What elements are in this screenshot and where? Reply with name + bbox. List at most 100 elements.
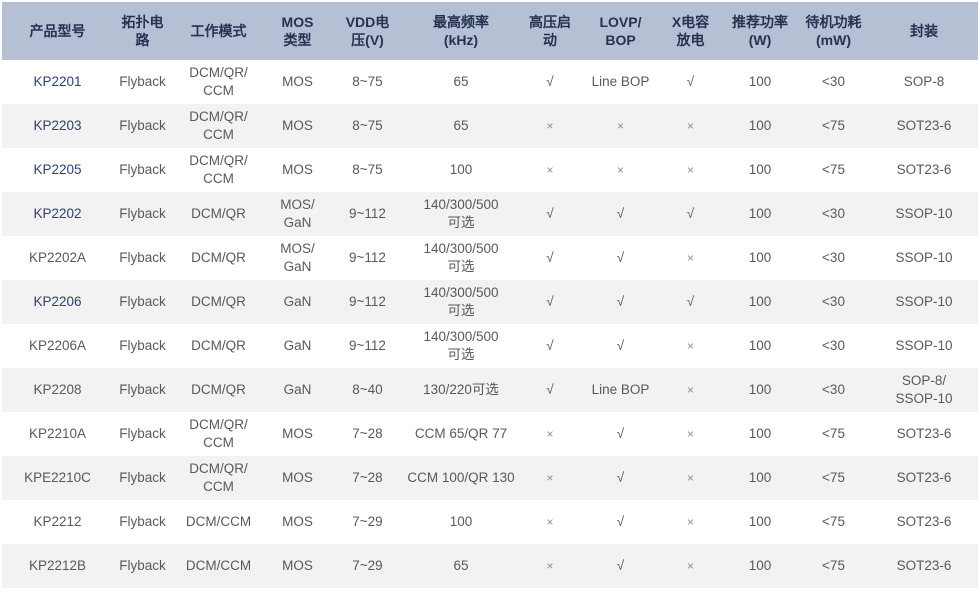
cell-vdd: 9~112: [330, 192, 405, 236]
cell-standby: <30: [797, 368, 870, 412]
cell-mode: DCM/QR/ CCM: [172, 60, 265, 104]
cell-vdd: 9~112: [330, 236, 405, 280]
cell-vdd: 8~75: [330, 148, 405, 192]
product-model-label: KP2202A: [2, 236, 113, 280]
table-row: KP2202A Flyback DCM/QR MOS/ GaN 9~112 140/300…: [2, 236, 978, 280]
cell-mos: MOS: [265, 148, 330, 192]
x-mark: ×: [546, 514, 554, 529]
cell-standby: <30: [797, 236, 870, 280]
column-header-standby: 待机功耗 (mW): [797, 2, 870, 60]
product-model-link[interactable]: KP2206: [2, 280, 113, 324]
cell-xcap: ×: [658, 412, 723, 456]
cell-lovp_bop: ×: [583, 148, 658, 192]
table-row: KP2203 Flyback DCM/QR/ CCM MOS 8~75 65 × × × 100 <…: [2, 104, 978, 148]
cell-lovp_bop: √: [583, 412, 658, 456]
cell-mos: MOS: [265, 412, 330, 456]
cell-mos: MOS: [265, 500, 330, 544]
header-row: 产品型号 拓扑电 路工作模式 MOS 类型 VDD电 压(V) 最高频率 (kHz) 高压…: [2, 2, 978, 60]
cell-topology: Flyback: [113, 412, 172, 456]
cell-hv_start: ×: [517, 148, 583, 192]
cell-freq: 140/300/500 可选: [405, 236, 517, 280]
table-row: KP2206 Flyback DCM/QR GaN 9~112 140/300/500 可…: [2, 280, 978, 324]
cell-power: 100: [723, 412, 797, 456]
cell-package: SOT23-6: [870, 456, 978, 500]
cell-topology: Flyback: [113, 500, 172, 544]
cell-topology: Flyback: [113, 60, 172, 104]
table-row: KP2201 Flyback DCM/QR/ CCM MOS 8~75 65 √ Line B…: [2, 60, 978, 104]
cell-mos: GaN: [265, 368, 330, 412]
cell-standby: <75: [797, 104, 870, 148]
cell-xcap: ×: [658, 104, 723, 148]
cell-vdd: 8~75: [330, 60, 405, 104]
cell-freq: 140/300/500 可选: [405, 280, 517, 324]
cell-freq: 65: [405, 104, 517, 148]
cell-vdd: 7~29: [330, 544, 405, 588]
product-model-label: KP2212B: [2, 544, 113, 588]
table-header: 产品型号 拓扑电 路工作模式 MOS 类型 VDD电 压(V) 最高频率 (kHz) 高压…: [2, 2, 978, 60]
cell-lovp_bop: √: [583, 324, 658, 368]
cell-standby: <30: [797, 324, 870, 368]
cell-mode: DCM/QR/ CCM: [172, 148, 265, 192]
x-mark: ×: [686, 338, 694, 353]
cell-package: SSOP-10: [870, 324, 978, 368]
product-model-link[interactable]: KP2203: [2, 104, 113, 148]
table-row: KP2210A Flyback DCM/QR/ CCM MOS 7~28 CCM 65/Q…: [2, 412, 978, 456]
cell-vdd: 8~75: [330, 104, 405, 148]
cell-xcap: ×: [658, 368, 723, 412]
cell-topology: Flyback: [113, 368, 172, 412]
product-model-label: KP2212: [2, 500, 113, 544]
cell-standby: <75: [797, 412, 870, 456]
cell-lovp_bop: √: [583, 500, 658, 544]
cell-xcap: ×: [658, 544, 723, 588]
x-mark: ×: [686, 250, 694, 265]
column-header-xcap: X电容 放电: [658, 2, 723, 60]
cell-topology: Flyback: [113, 324, 172, 368]
product-model-link[interactable]: KP2202: [2, 192, 113, 236]
cell-standby: <75: [797, 456, 870, 500]
cell-hv_start: ×: [517, 544, 583, 588]
cell-freq: 65: [405, 544, 517, 588]
cell-mode: DCM/QR: [172, 192, 265, 236]
cell-topology: Flyback: [113, 236, 172, 280]
cell-hv_start: ×: [517, 412, 583, 456]
cell-lovp_bop: √: [583, 236, 658, 280]
cell-standby: <30: [797, 192, 870, 236]
table-row: KP2202 Flyback DCM/QR MOS/ GaN 9~112 140/300/…: [2, 192, 978, 236]
cell-xcap: ×: [658, 500, 723, 544]
cell-topology: Flyback: [113, 148, 172, 192]
product-model-link[interactable]: KP2201: [2, 60, 113, 104]
cell-hv_start: √: [517, 280, 583, 324]
cell-package: SOT23-6: [870, 544, 978, 588]
column-header-vdd: VDD电 压(V): [330, 2, 405, 60]
cell-xcap: ×: [658, 236, 723, 280]
cell-freq: 100: [405, 148, 517, 192]
product-model-label: KP2206A: [2, 324, 113, 368]
cell-xcap: ×: [658, 148, 723, 192]
product-model-link[interactable]: KP2205: [2, 148, 113, 192]
cell-hv_start: √: [517, 192, 583, 236]
cell-package: SOP-8: [870, 60, 978, 104]
cell-topology: Flyback: [113, 104, 172, 148]
cell-power: 100: [723, 236, 797, 280]
cell-freq: 130/220可选: [405, 368, 517, 412]
x-mark: ×: [686, 470, 694, 485]
cell-freq: 65: [405, 60, 517, 104]
cell-xcap: ×: [658, 456, 723, 500]
cell-xcap: ×: [658, 324, 723, 368]
column-header-freq: 最高频率 (kHz): [405, 2, 517, 60]
cell-freq: CCM 100/QR 130: [405, 456, 517, 500]
cell-lovp_bop: Line BOP: [583, 368, 658, 412]
cell-power: 100: [723, 280, 797, 324]
cell-xcap: √: [658, 280, 723, 324]
cell-vdd: 9~112: [330, 324, 405, 368]
cell-mode: DCM/QR: [172, 368, 265, 412]
cell-mos: GaN: [265, 280, 330, 324]
cell-hv_start: √: [517, 368, 583, 412]
cell-standby: <75: [797, 148, 870, 192]
x-mark: ×: [546, 470, 554, 485]
cell-mode: DCM/CCM: [172, 500, 265, 544]
cell-freq: 140/300/500 可选: [405, 192, 517, 236]
cell-topology: Flyback: [113, 192, 172, 236]
cell-power: 100: [723, 324, 797, 368]
